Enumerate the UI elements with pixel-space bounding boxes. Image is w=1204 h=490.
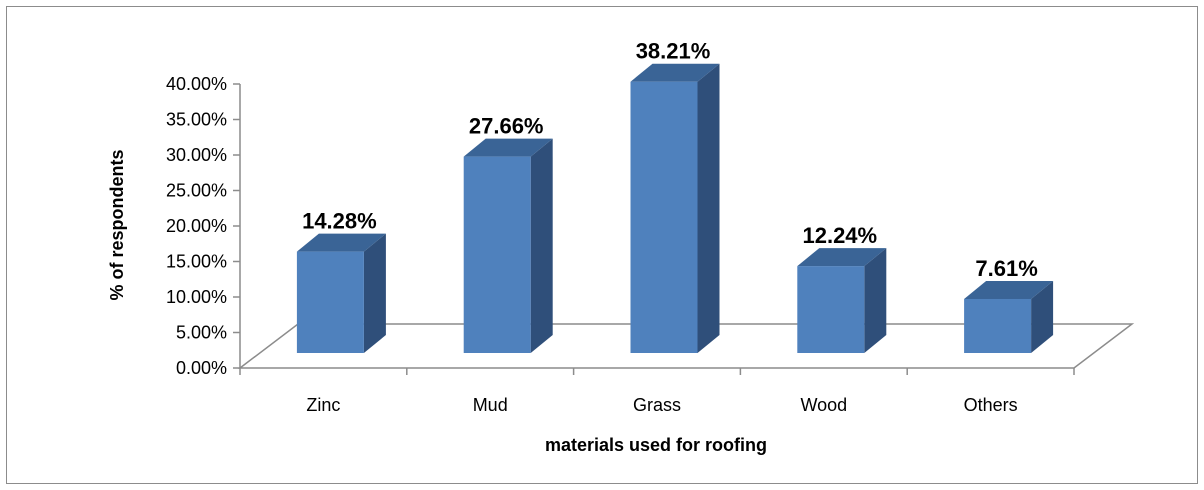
y-tick-label: 30.00% — [166, 145, 227, 165]
bar-top — [296, 233, 386, 252]
data-label: 14.28% — [302, 209, 377, 234]
bar-side — [864, 248, 887, 353]
data-label: 27.66% — [469, 114, 544, 139]
x-tick-label: Others — [964, 395, 1018, 415]
y-tick-label: 20.00% — [166, 216, 227, 236]
bar-top — [797, 248, 887, 267]
data-label: 12.24% — [802, 223, 877, 248]
x-tick-label: Zinc — [306, 395, 340, 415]
bar — [630, 81, 698, 354]
x-tick-label: Grass — [633, 395, 681, 415]
bar-side — [1031, 280, 1054, 353]
data-label: 7.61% — [975, 256, 1037, 281]
y-tick-label: 5.00% — [176, 323, 227, 343]
floor-plane — [237, 323, 1135, 369]
y-tick-label: 0.00% — [176, 358, 227, 378]
bar — [797, 266, 865, 353]
bar — [296, 251, 364, 353]
bar — [463, 156, 531, 353]
y-tick-label: 35.00% — [166, 110, 227, 130]
bar-side — [697, 63, 720, 354]
x-tick-label: Wood — [800, 395, 847, 415]
bar-side — [530, 138, 553, 353]
bar-top — [964, 280, 1054, 299]
y-tick-label: 10.00% — [166, 287, 227, 307]
data-label: 38.21% — [636, 39, 711, 64]
x-tick-label: Mud — [473, 395, 508, 415]
bar — [964, 298, 1032, 353]
bar-top — [463, 138, 553, 157]
y-axis-title: % of respondents — [107, 149, 127, 300]
bar-side — [363, 233, 386, 353]
chart-frame — [6, 6, 1198, 484]
y-tick-label: 15.00% — [166, 252, 227, 272]
x-axis-title: materials used for roofing — [545, 435, 767, 455]
bar-top — [630, 63, 720, 82]
y-tick-label: 40.00% — [166, 74, 227, 94]
y-tick-label: 25.00% — [166, 181, 227, 201]
